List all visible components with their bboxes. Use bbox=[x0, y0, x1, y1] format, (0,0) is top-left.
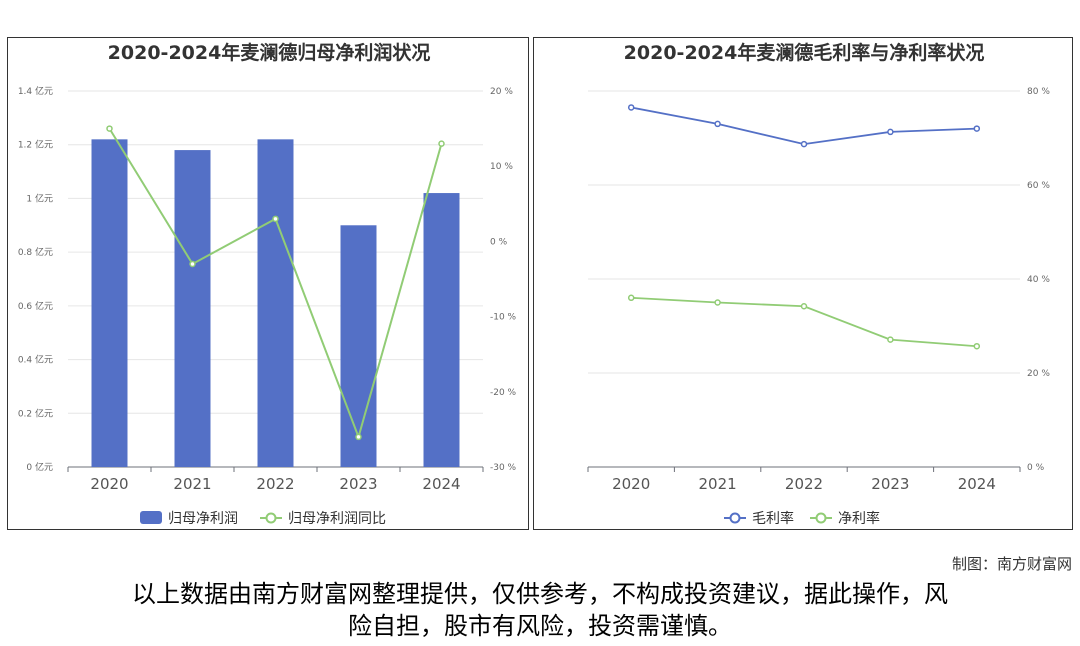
line-point bbox=[973, 125, 981, 132]
line-point bbox=[627, 104, 635, 111]
chart-credit: 制图：南方财富网 bbox=[951, 555, 1072, 573]
y-right-tick-label: 20 % bbox=[490, 87, 513, 97]
y-right-tick-label: -20 % bbox=[490, 388, 517, 398]
bar bbox=[257, 139, 294, 467]
line-point bbox=[355, 433, 362, 441]
line-point bbox=[714, 120, 721, 128]
y-left-tick-label: 1.2 亿元 bbox=[18, 139, 53, 151]
line-point bbox=[887, 336, 894, 343]
y-right-tick-label: 20 % bbox=[1027, 369, 1050, 379]
line-point bbox=[627, 294, 635, 302]
net-profit-chart: 2020-2024年麦澜德归母净利润状况 0 亿元 0.2 亿元 0.4 亿元 0.6 … bbox=[18, 41, 517, 527]
x-tick-label: 2022 bbox=[785, 475, 823, 493]
line-point bbox=[106, 125, 113, 132]
y-left-tick-label: 1.4 亿元 bbox=[18, 85, 53, 97]
line-point bbox=[800, 303, 808, 310]
legend-marker-line bbox=[815, 512, 827, 524]
chart-title: 2020-2024年麦澜德归母净利润状况 bbox=[108, 41, 431, 64]
bar bbox=[174, 150, 211, 467]
legend-marker-line bbox=[729, 512, 741, 524]
line-point bbox=[714, 299, 721, 306]
y-left-tick-label: 0.4 亿元 bbox=[18, 354, 53, 366]
legend-label-line: 归母净利润同比 bbox=[288, 510, 386, 527]
x-tick-label: 2021 bbox=[699, 475, 737, 493]
disclaimer-line-1: 以上数据由南方财富网整理提供，仅供参考，不构成投资建议，据此操作，风 bbox=[132, 580, 948, 608]
line-point bbox=[887, 128, 894, 136]
line-point bbox=[272, 215, 279, 223]
x-tick-label: 2024 bbox=[958, 475, 996, 493]
legend-label-bar: 归母净利润 bbox=[168, 510, 238, 527]
x-tick-label: 2023 bbox=[339, 475, 377, 493]
y-right-tick-label: 0 % bbox=[1027, 463, 1045, 473]
right-chart-panel: 2020-2024年麦澜德毛利率与净利率状况 0 % 20 % 40 % 60 % 80 … bbox=[533, 37, 1073, 530]
x-tick-label: 2021 bbox=[173, 475, 211, 493]
bar bbox=[423, 193, 460, 468]
bar bbox=[340, 225, 377, 467]
y-left-tick-label: 0.2 亿元 bbox=[18, 407, 53, 419]
legend-label: 毛利率 bbox=[752, 510, 794, 527]
x-tick-label: 2020 bbox=[90, 475, 128, 493]
y-right-tick-label: 0 % bbox=[490, 237, 508, 247]
line-point bbox=[800, 140, 808, 148]
disclaimer: 以上数据由南方财富网整理提供，仅供参考，不构成投资建议，据此操作，风 险自担，股… bbox=[0, 578, 1080, 642]
y-right-tick-label: 40 % bbox=[1027, 275, 1050, 285]
left-chart-panel: 2020-2024年麦澜德归母净利润状况 0 亿元 0.2 亿元 0.4 亿元 0.6 … bbox=[7, 37, 529, 530]
y-right-tick-label: 10 % bbox=[490, 162, 513, 172]
line-point bbox=[189, 260, 196, 268]
margin-chart: 2020-2024年麦澜德毛利率与净利率状况 0 % 20 % 40 % 60 % 80 … bbox=[587, 41, 1050, 527]
y-left-tick-label: 1 亿元 bbox=[26, 192, 53, 204]
y-right-tick-label: -10 % bbox=[490, 313, 517, 323]
x-tick-label: 2022 bbox=[256, 475, 294, 493]
series-line-gross-margin bbox=[631, 106, 977, 146]
y-left-tick-label: 0.8 亿元 bbox=[18, 246, 53, 258]
y-left-tick-label: 0.6 亿元 bbox=[18, 300, 53, 312]
chart-title: 2020-2024年麦澜德毛利率与净利率状况 bbox=[624, 41, 985, 64]
x-tick-label: 2024 bbox=[422, 475, 460, 493]
y-right-tick-label: 80 % bbox=[1027, 87, 1050, 97]
y-left-tick-label: 0 亿元 bbox=[26, 461, 53, 473]
legend-swatch-bar bbox=[140, 511, 162, 524]
x-tick-label: 2023 bbox=[871, 475, 909, 493]
disclaimer-line-2: 险自担，股市有风险，投资需谨慎。 bbox=[348, 612, 732, 640]
legend-marker-line bbox=[265, 512, 277, 524]
x-tick-label: 2020 bbox=[612, 475, 650, 493]
line-point bbox=[438, 140, 445, 147]
legend-label: 净利率 bbox=[838, 510, 880, 527]
line-point bbox=[973, 342, 981, 350]
y-right-tick-label: -30 % bbox=[490, 463, 517, 473]
y-right-tick-label: 60 % bbox=[1027, 181, 1050, 191]
bar bbox=[91, 139, 128, 467]
